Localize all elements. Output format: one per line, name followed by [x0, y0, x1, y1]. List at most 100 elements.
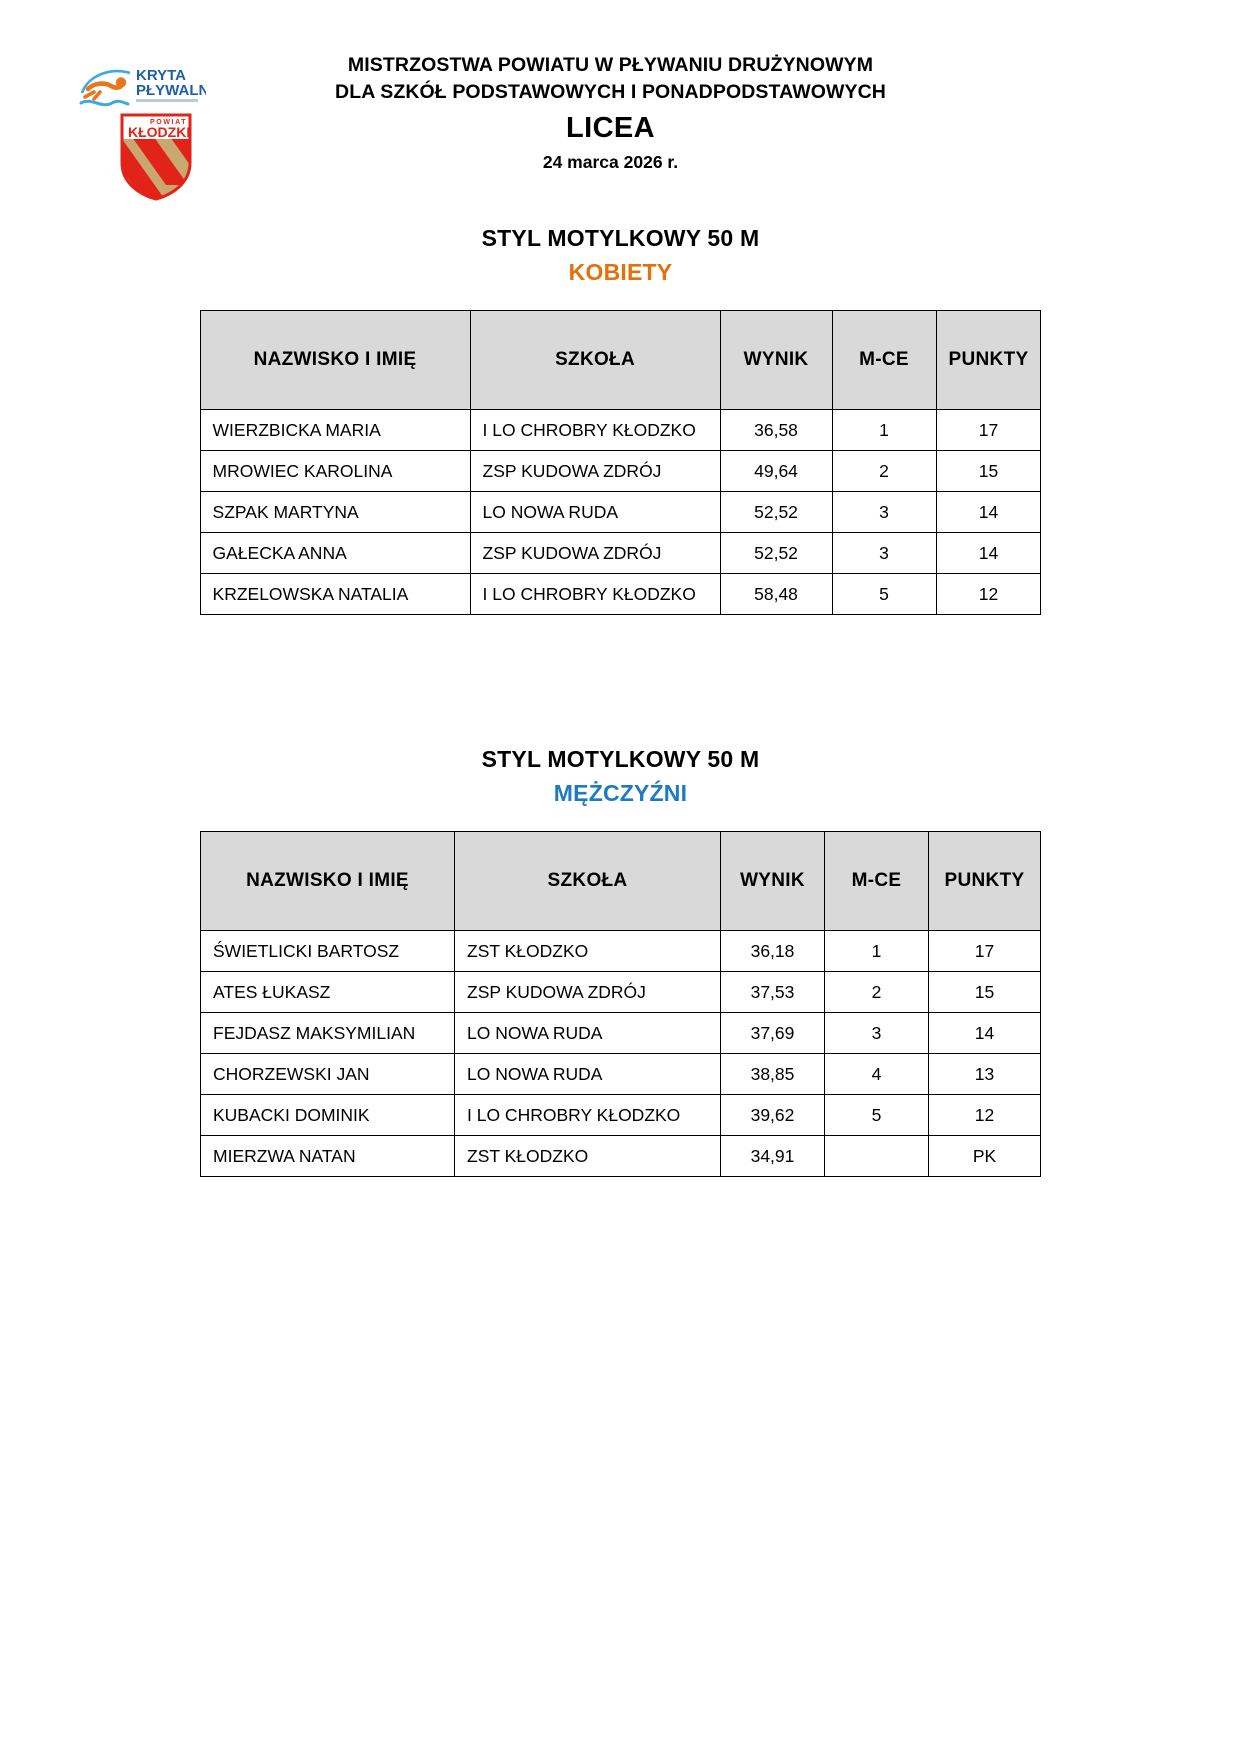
column-header-school: SZKOŁA	[454, 831, 721, 931]
cell-time: 37,53	[720, 971, 825, 1013]
column-header-time: WYNIK	[719, 310, 833, 410]
table-row: KUBACKI DOMINIK I LO CHROBRY KŁODZKO 39,…	[200, 1094, 1041, 1136]
cell-points: 14	[928, 1012, 1041, 1054]
cell-school: I LO CHROBRY KŁODZKO	[454, 1094, 721, 1136]
cell-name: GAŁECKA ANNA	[199, 532, 471, 574]
cell-time: 39,62	[720, 1094, 825, 1136]
cell-points: 17	[928, 930, 1041, 972]
cell-place: 5	[824, 1094, 929, 1136]
cell-place	[824, 1135, 929, 1177]
column-header-place: M-CE	[824, 831, 929, 931]
column-header-points: PUNKTY	[935, 310, 1042, 410]
cell-name: KRZELOWSKA NATALIA	[199, 573, 471, 615]
cell-name: KUBACKI DOMINIK	[200, 1094, 455, 1136]
cell-points: 15	[935, 450, 1042, 492]
logo-text-kryta: KRYTA	[136, 67, 186, 84]
logo-subtitle-bar	[136, 99, 198, 102]
cell-name: WIERZBICKA MARIA	[199, 409, 471, 451]
cell-name: MROWIEC KAROLINA	[199, 450, 471, 492]
cell-school: ZST KŁODZKO	[454, 930, 721, 972]
logo-text-plywalnia: PŁYWALNIA	[136, 82, 206, 99]
table-header-row: NAZWISKO I IMIĘ SZKOŁA WYNIK M-CE PUNKTY	[200, 831, 1041, 931]
cell-place: 3	[831, 532, 937, 574]
column-header-time: WYNIK	[720, 831, 825, 931]
powiat-klodzki-crest-icon: POWIAT KŁODZKI	[120, 113, 192, 201]
cell-school: I LO CHROBRY KŁODZKO	[469, 409, 721, 451]
header-event-date: 24 marca 2026 r.	[542, 152, 679, 172]
cell-school: ZSP KUDOWA ZDRÓJ	[454, 971, 721, 1013]
cell-place: 1	[831, 409, 937, 451]
cell-time: 36,58	[719, 409, 833, 451]
cell-place: 3	[824, 1012, 929, 1054]
gender-title-men: MĘŻCZYŹNI	[553, 780, 688, 806]
cell-time: 34,91	[720, 1135, 825, 1177]
cell-place: 2	[824, 971, 929, 1013]
cell-time: 38,85	[720, 1053, 825, 1095]
logo-block: KRYTA PŁYWALNIA	[78, 55, 208, 201]
cell-time: 52,52	[719, 491, 833, 533]
cell-time: 49,64	[719, 450, 833, 492]
header-titles: MISTRZOSTWA POWIATU W PŁYWANIU DRUŻYNOWY…	[0, 52, 1241, 175]
column-header-place: M-CE	[831, 310, 937, 410]
cell-school: ZSP KUDOWA ZDRÓJ	[469, 532, 721, 574]
table-row: CHORZEWSKI JAN LO NOWA RUDA 38,85 4 13	[200, 1053, 1041, 1095]
cell-points: 17	[935, 409, 1042, 451]
swimming-pool-logo-icon: KRYTA PŁYWALNIA	[79, 67, 206, 107]
table-row: GAŁECKA ANNA ZSP KUDOWA ZDRÓJ 52,52 3 14	[199, 532, 1042, 574]
cell-points: 15	[928, 971, 1041, 1013]
table-row: WIERZBICKA MARIA I LO CHROBRY KŁODZKO 36…	[199, 409, 1042, 451]
cell-points: 14	[935, 532, 1042, 574]
table-row: SZPAK MARTYNA LO NOWA RUDA 52,52 3 14	[199, 491, 1042, 533]
section-men: STYL MOTYLKOWY 50 M MĘŻCZYŹNI NAZWISKO I…	[0, 743, 1241, 1177]
section-women: STYL MOTYLKOWY 50 M KOBIETY NAZWISKO I I…	[0, 222, 1241, 615]
column-header-name: NAZWISKO I IMIĘ	[199, 310, 471, 410]
cell-name: FEJDASZ MAKSYMILIAN	[200, 1012, 455, 1054]
cell-name: ŚWIETLICKI BARTOSZ	[200, 930, 455, 972]
table-row: MROWIEC KAROLINA ZSP KUDOWA ZDRÓJ 49,64 …	[199, 450, 1042, 492]
table-row: KRZELOWSKA NATALIA I LO CHROBRY KŁODZKO …	[199, 573, 1042, 615]
document-header: KRYTA PŁYWALNIA	[0, 0, 1241, 201]
cell-points: 14	[935, 491, 1042, 533]
column-header-school: SZKOŁA	[469, 310, 721, 410]
cell-name: SZPAK MARTYNA	[199, 491, 471, 533]
cell-place: 4	[824, 1053, 929, 1095]
cell-school: ZST KŁODZKO	[454, 1135, 721, 1177]
crest-text-klodzki: KŁODZKI	[128, 124, 190, 140]
header-title-category: LICEA	[566, 112, 655, 144]
cell-name: CHORZEWSKI JAN	[200, 1053, 455, 1095]
event-title-women: STYL MOTYLKOWY 50 M	[481, 225, 760, 251]
column-header-name: NAZWISKO I IMIĘ	[200, 831, 455, 931]
header-title-line-1: MISTRZOSTWA POWIATU W PŁYWANIU DRUŻYNOWY…	[347, 54, 874, 76]
cell-time: 37,69	[720, 1012, 825, 1054]
cell-school: ZSP KUDOWA ZDRÓJ	[469, 450, 721, 492]
cell-points: 12	[928, 1094, 1041, 1136]
cell-time: 36,18	[720, 930, 825, 972]
cell-points: 13	[928, 1053, 1041, 1095]
cell-school: LO NOWA RUDA	[469, 491, 721, 533]
cell-points: 12	[935, 573, 1042, 615]
table-header-row: NAZWISKO I IMIĘ SZKOŁA WYNIK M-CE PUNKTY	[199, 310, 1042, 410]
cell-time: 52,52	[719, 532, 833, 574]
crest-text-powiat: POWIAT	[150, 119, 187, 126]
results-table-men: NAZWISKO I IMIĘ SZKOŁA WYNIK M-CE PUNKTY…	[200, 831, 1041, 1177]
cell-place: 3	[831, 491, 937, 533]
cell-school: LO NOWA RUDA	[454, 1012, 721, 1054]
cell-name: MIERZWA NATAN	[200, 1135, 455, 1177]
table-row: MIERZWA NATAN ZST KŁODZKO 34,91 PK	[200, 1135, 1041, 1177]
header-title-line-2: DLA SZKÓŁ PODSTAWOWYCH I PONADPODSTAWOWY…	[335, 81, 886, 103]
cell-points: PK	[928, 1135, 1041, 1177]
cell-school: I LO CHROBRY KŁODZKO	[469, 573, 721, 615]
results-table-wrapper-women: NAZWISKO I IMIĘ SZKOŁA WYNIK M-CE PUNKTY…	[0, 310, 1241, 615]
table-row: ŚWIETLICKI BARTOSZ ZST KŁODZKO 36,18 1 1…	[200, 930, 1041, 972]
table-row: ATES ŁUKASZ ZSP KUDOWA ZDRÓJ 37,53 2 15	[200, 971, 1041, 1013]
cell-place: 5	[831, 573, 937, 615]
event-title-men: STYL MOTYLKOWY 50 M	[481, 746, 760, 772]
results-table-women: NAZWISKO I IMIĘ SZKOŁA WYNIK M-CE PUNKTY…	[199, 310, 1042, 615]
cell-name: ATES ŁUKASZ	[200, 971, 455, 1013]
cell-time: 58,48	[719, 573, 833, 615]
gender-title-women: KOBIETY	[568, 259, 673, 285]
cell-place: 1	[824, 930, 929, 972]
results-table-wrapper-men: NAZWISKO I IMIĘ SZKOŁA WYNIK M-CE PUNKTY…	[0, 831, 1241, 1177]
cell-place: 2	[831, 450, 937, 492]
